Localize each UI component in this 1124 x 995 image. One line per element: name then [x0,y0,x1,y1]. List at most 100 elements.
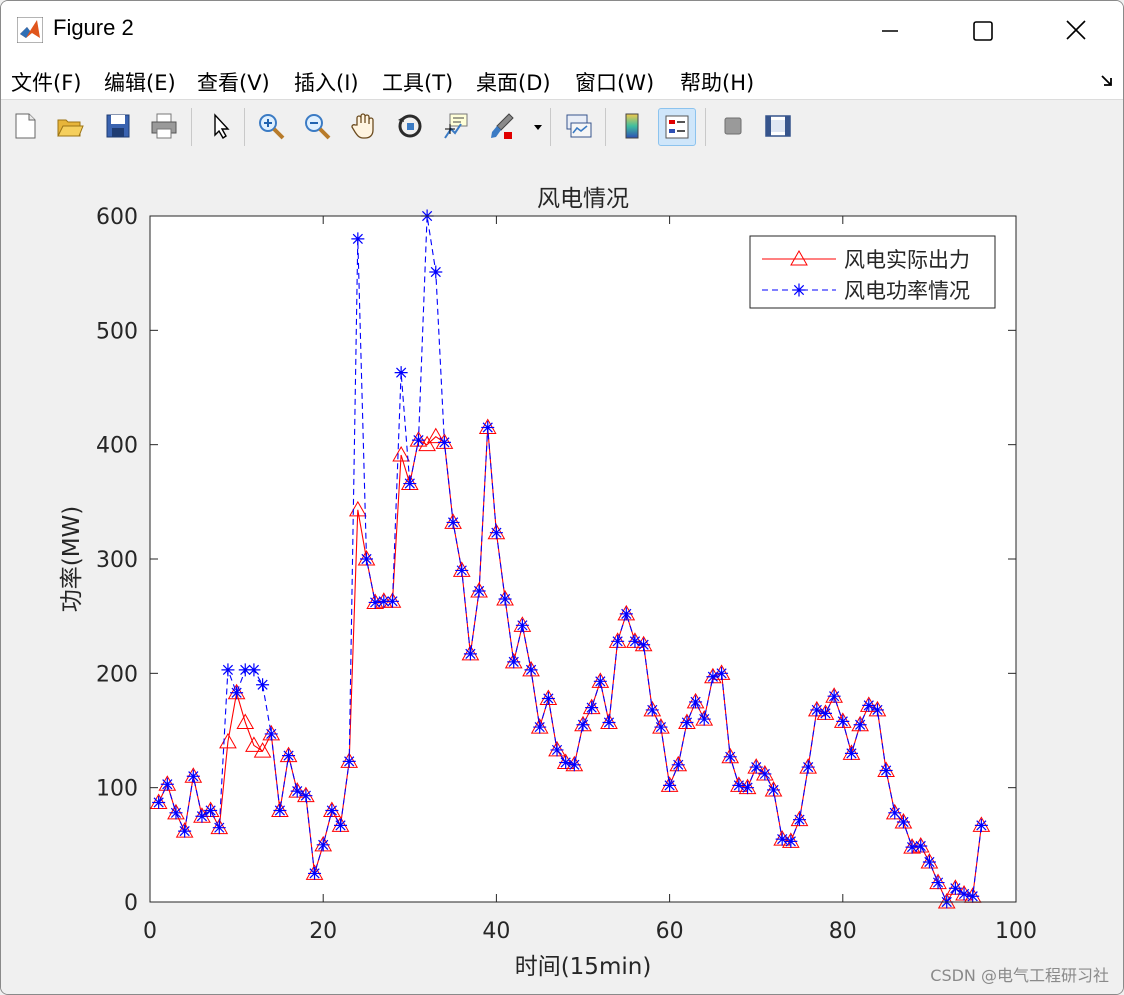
data-cursor-icon [444,113,468,139]
data-point-asterisk [550,743,564,757]
data-point-asterisk [411,433,425,447]
plot-area [150,216,1016,902]
insert-colorbar-button[interactable] [614,108,650,144]
toolbar-separator [191,108,192,146]
data-point-asterisk [645,703,659,717]
data-point-asterisk [732,778,746,792]
data-point-asterisk [463,647,477,661]
data-point-asterisk [853,718,867,732]
data-point-triangle [426,427,445,444]
data-point-asterisk [351,232,365,246]
data-point-asterisk [507,655,521,669]
menu-desktop[interactable]: 桌面(D) [476,71,551,95]
y-tick-label: 300 [96,548,138,573]
close-button[interactable] [1051,9,1101,53]
data-point-asterisk [862,698,876,712]
new-figure-button[interactable] [7,108,43,144]
data-point-asterisk [238,663,252,677]
data-point-asterisk [974,818,988,832]
data-point-asterisk [455,563,469,577]
data-point-asterisk [697,712,711,726]
data-cursor-button[interactable] [438,108,474,144]
data-point-asterisk [481,421,495,435]
dock-arrow-icon[interactable] [1099,73,1115,89]
hide-plot-tools-button[interactable] [715,108,751,144]
data-point-asterisk [567,758,581,772]
menu-insert[interactable]: 插入(I) [294,71,359,95]
data-point-asterisk [195,809,209,823]
x-tick-label: 60 [656,919,684,944]
maximize-button[interactable] [958,9,1008,53]
new-figure-icon [15,113,36,139]
data-point-asterisk [342,754,356,768]
link-plot-icon [566,114,592,138]
y-tick-label: 600 [96,205,138,230]
data-point-asterisk [385,594,399,608]
data-point-asterisk [896,815,910,829]
minimize-button[interactable] [865,9,915,53]
data-point-asterisk [671,758,685,772]
data-point-asterisk [585,701,599,715]
link-plot-button[interactable] [560,108,596,144]
data-point-asterisk [914,839,928,853]
series-2 [152,209,988,909]
edit-plot-button[interactable] [202,108,238,144]
data-point-asterisk [524,663,538,677]
rotate-3d-button[interactable] [392,108,428,144]
rotate-3d-icon [398,114,422,138]
data-point-asterisk [541,691,555,705]
y-tick-label: 500 [96,319,138,344]
data-point-asterisk [905,840,919,854]
data-point-asterisk [576,718,590,732]
open-file-button[interactable] [52,108,88,144]
data-point-asterisk [394,366,408,380]
menu-file[interactable]: 文件(F) [11,71,82,95]
data-point-asterisk [879,764,893,778]
data-point-asterisk [922,855,936,869]
legend-entry-1: 风电实际出力 [844,248,970,272]
print-button[interactable] [146,108,182,144]
data-point-asterisk [308,866,322,880]
insert-legend-button[interactable] [658,108,696,146]
data-point-asterisk [741,781,755,795]
chart-title: 风电情况 [537,186,629,212]
data-point-asterisk [758,767,772,781]
show-plot-tools-icon [765,115,791,137]
pan-button[interactable] [346,108,382,144]
data-point-asterisk [775,832,789,846]
menu-edit[interactable]: 编辑(E) [104,71,176,95]
x-tick-label: 40 [482,919,510,944]
data-point-asterisk [446,515,460,529]
data-point-asterisk [619,607,633,621]
menu-window[interactable]: 窗口(W) [575,71,655,95]
menu-tools[interactable]: 工具(T) [382,71,454,95]
data-point-asterisk [793,813,806,827]
zoom-out-button[interactable] [299,108,335,144]
x-axis-label: 时间(15min) [515,954,652,980]
data-point-asterisk [593,674,607,688]
data-point-triangle [392,445,411,462]
data-point-asterisk [559,756,573,770]
y-tick-label: 200 [96,662,138,687]
menu-view[interactable]: 查看(V) [197,71,270,95]
data-point-asterisk [299,789,313,803]
series-line-2 [158,215,982,904]
data-point-asterisk [472,584,486,598]
show-plot-tools-button[interactable] [760,108,796,144]
zoom-in-button[interactable] [253,108,289,144]
x-tick-label: 20 [309,919,337,944]
menu-help[interactable]: 帮助(H) [680,71,755,95]
menu-bar: 文件(F) 编辑(E) 查看(V) 插入(I) 工具(T) 桌面(D) 窗口(W… [1,61,1123,99]
data-point-asterisk [966,889,980,903]
data-point-asterisk [810,703,824,717]
brush-dropdown-icon[interactable] [533,122,543,132]
data-point-asterisk [533,720,547,734]
legend-box [749,235,996,309]
toolbar-separator [605,108,606,146]
data-point-triangle [236,713,255,729]
brush-button[interactable] [484,108,520,144]
window-title: Figure 2 [53,15,134,40]
data-point-asterisk [836,714,850,728]
save-button[interactable] [100,108,136,144]
